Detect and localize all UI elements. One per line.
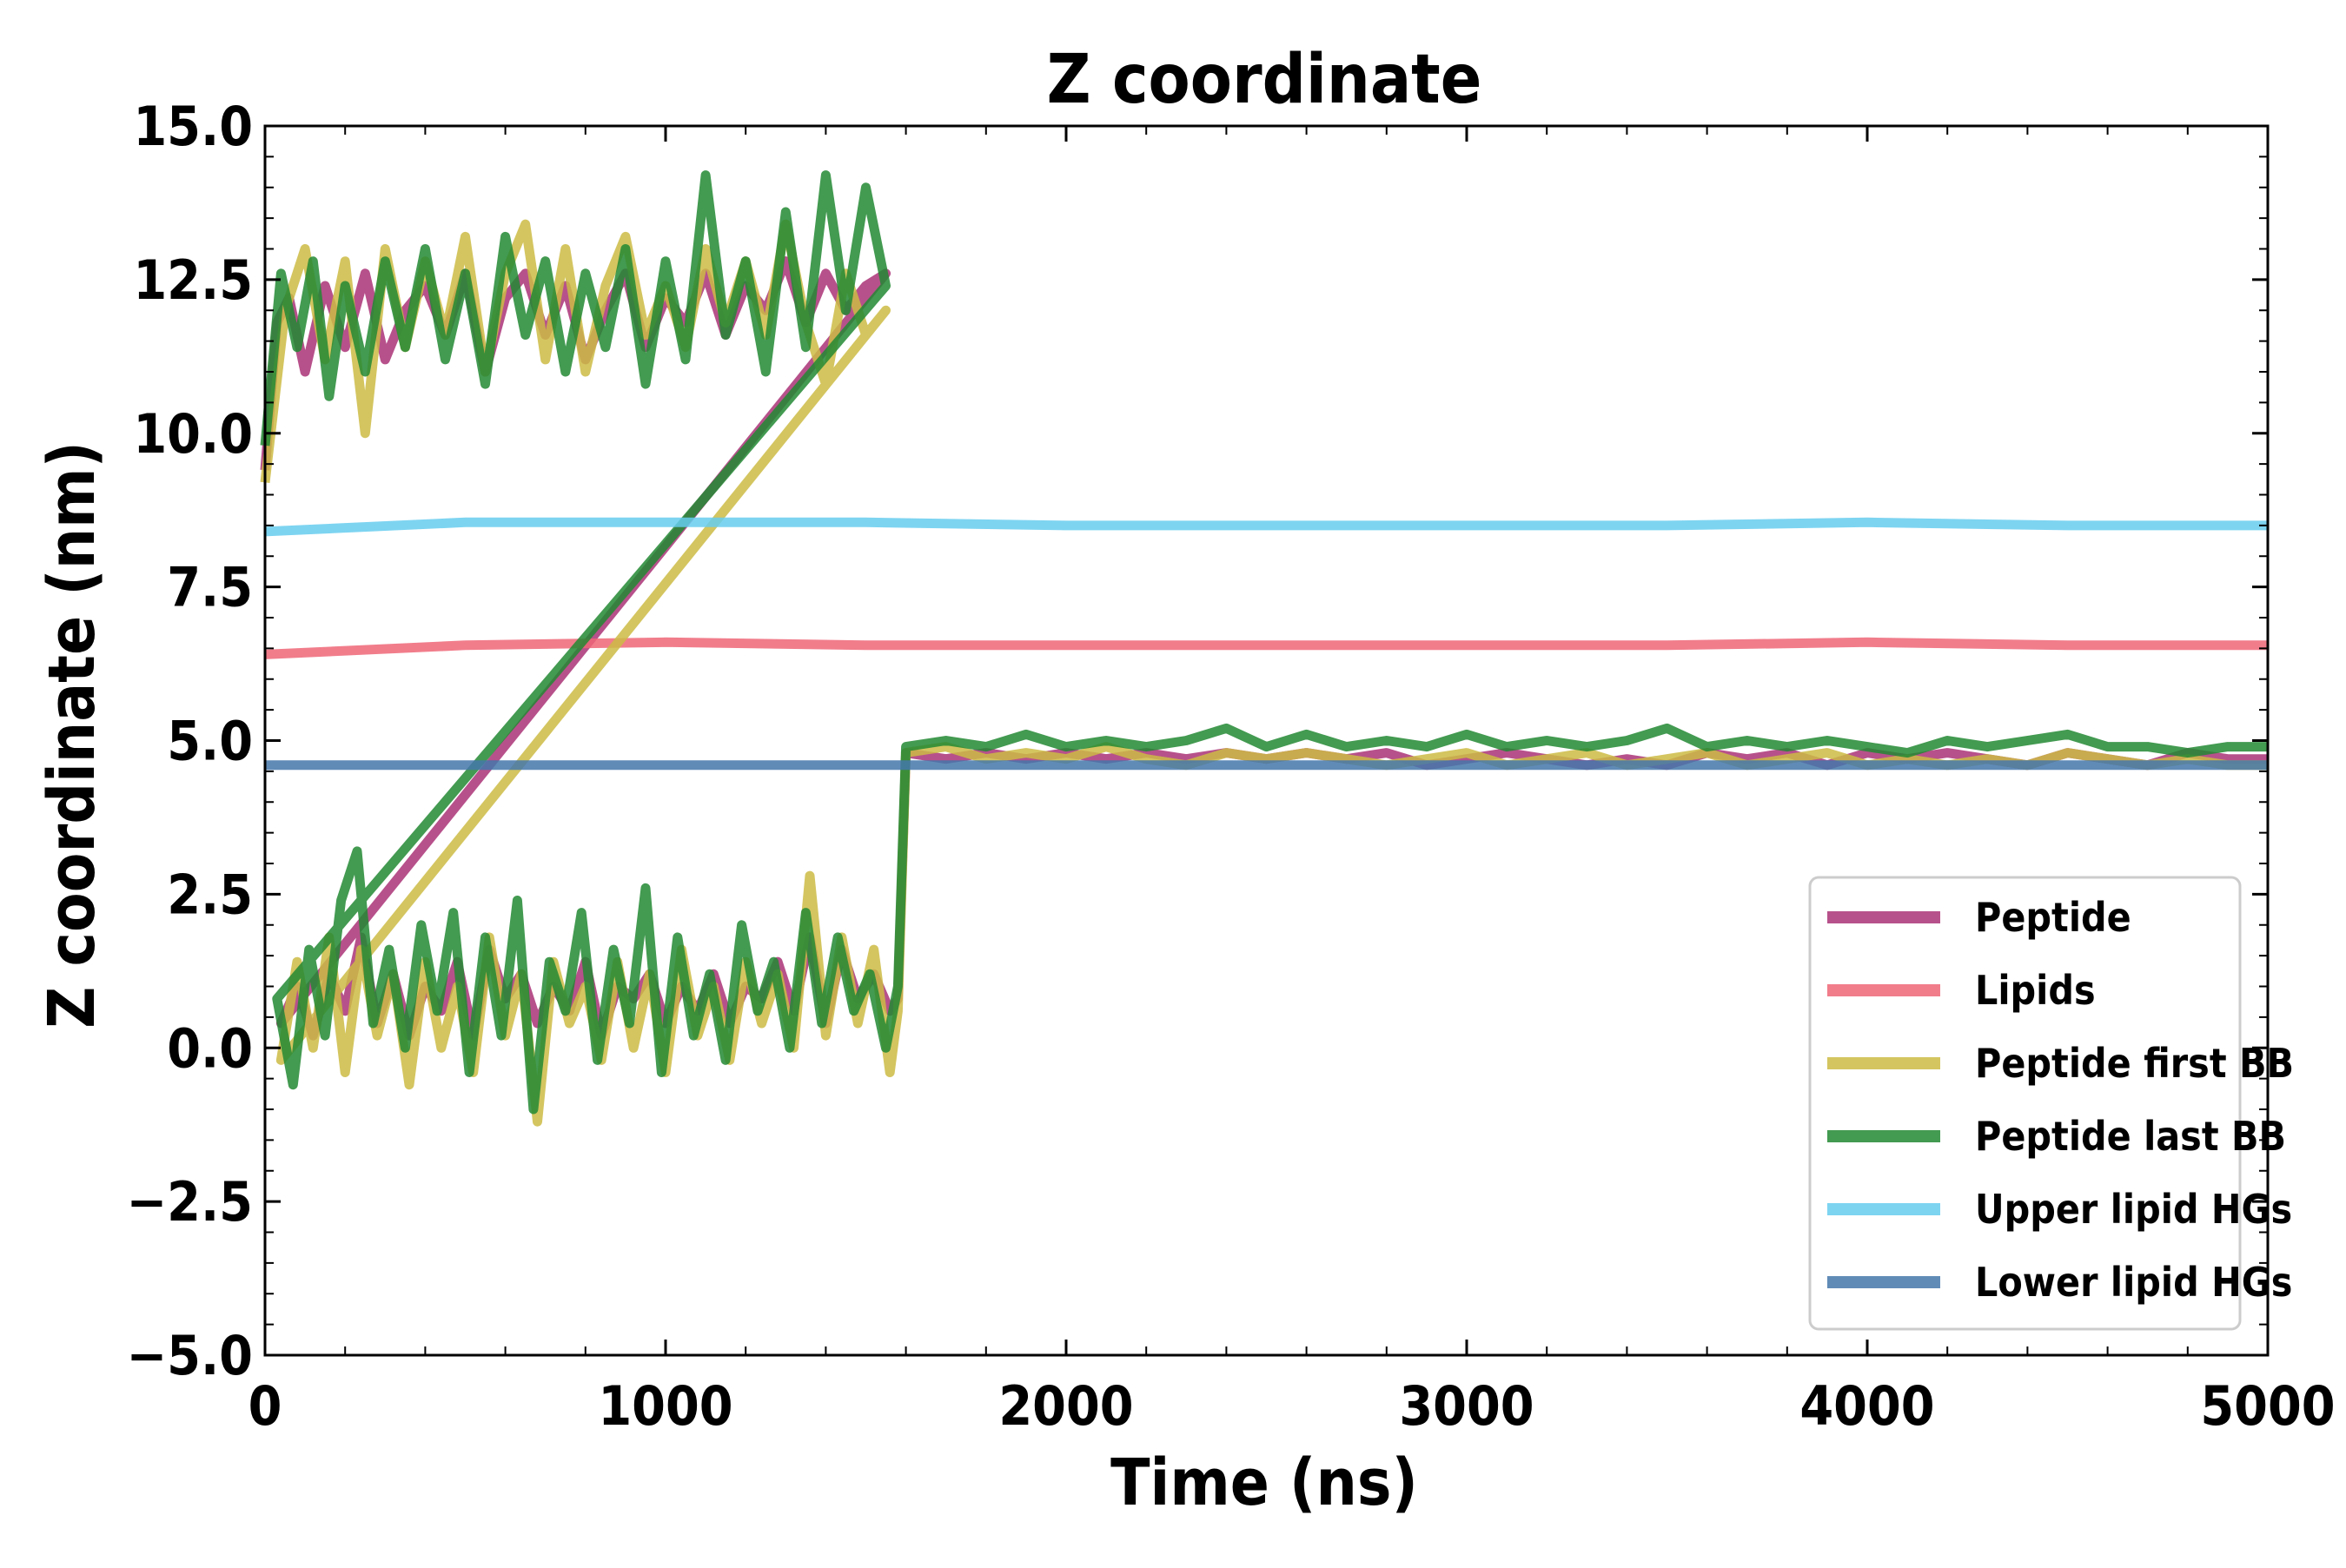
y-tick-label: 7.5 [167,556,253,619]
legend-label: Lipids [1975,967,2096,1014]
series-line-3 [260,170,2268,1115]
y-tick-label: 15.0 [133,95,253,158]
x-axis-label: Time (ns) [1110,1446,1418,1520]
y-tick-label: 12.5 [133,248,253,312]
axes-layer: 0 1000 2000 3000 4000 5000 −5.0 −2.5 0.0 2.5 5.0 7.… [126,95,2335,1438]
legend-label: Peptide last BB [1975,1113,2286,1160]
y-tick-label: 5.0 [167,710,253,773]
legend-label: Upper lipid HGs [1975,1186,2292,1233]
legend: Peptide Lipids Peptide first BB Peptide las… [1808,876,2294,1331]
chart-title: Z coordinate [1047,41,1482,119]
x-tick-label: 3000 [1399,1374,1534,1438]
series-line-4 [264,517,2268,537]
y-tick-label: 2.5 [167,863,253,926]
x-tick-label: 4000 [1799,1374,1934,1438]
x-tick-label: 0 [249,1374,282,1438]
legend-label: Peptide first BB [1975,1040,2294,1087]
x-tick-label: 5000 [2200,1374,2335,1438]
legend-label: Lower lipid HGs [1975,1259,2292,1306]
legend-label: Peptide [1975,894,2131,941]
y-tick-label: 0.0 [167,1016,253,1080]
x-tick-label: 1000 [598,1374,732,1438]
y-axis-label: Z coordinate (nm) [35,441,109,1029]
y-tick-label: −5.0 [126,1324,253,1387]
x-tick-label: 2000 [998,1374,1133,1438]
series-layer [260,170,2268,1127]
series-line-1 [264,637,2268,659]
y-tick-label: −2.5 [126,1170,253,1234]
y-tick-label: 10.0 [133,402,253,466]
